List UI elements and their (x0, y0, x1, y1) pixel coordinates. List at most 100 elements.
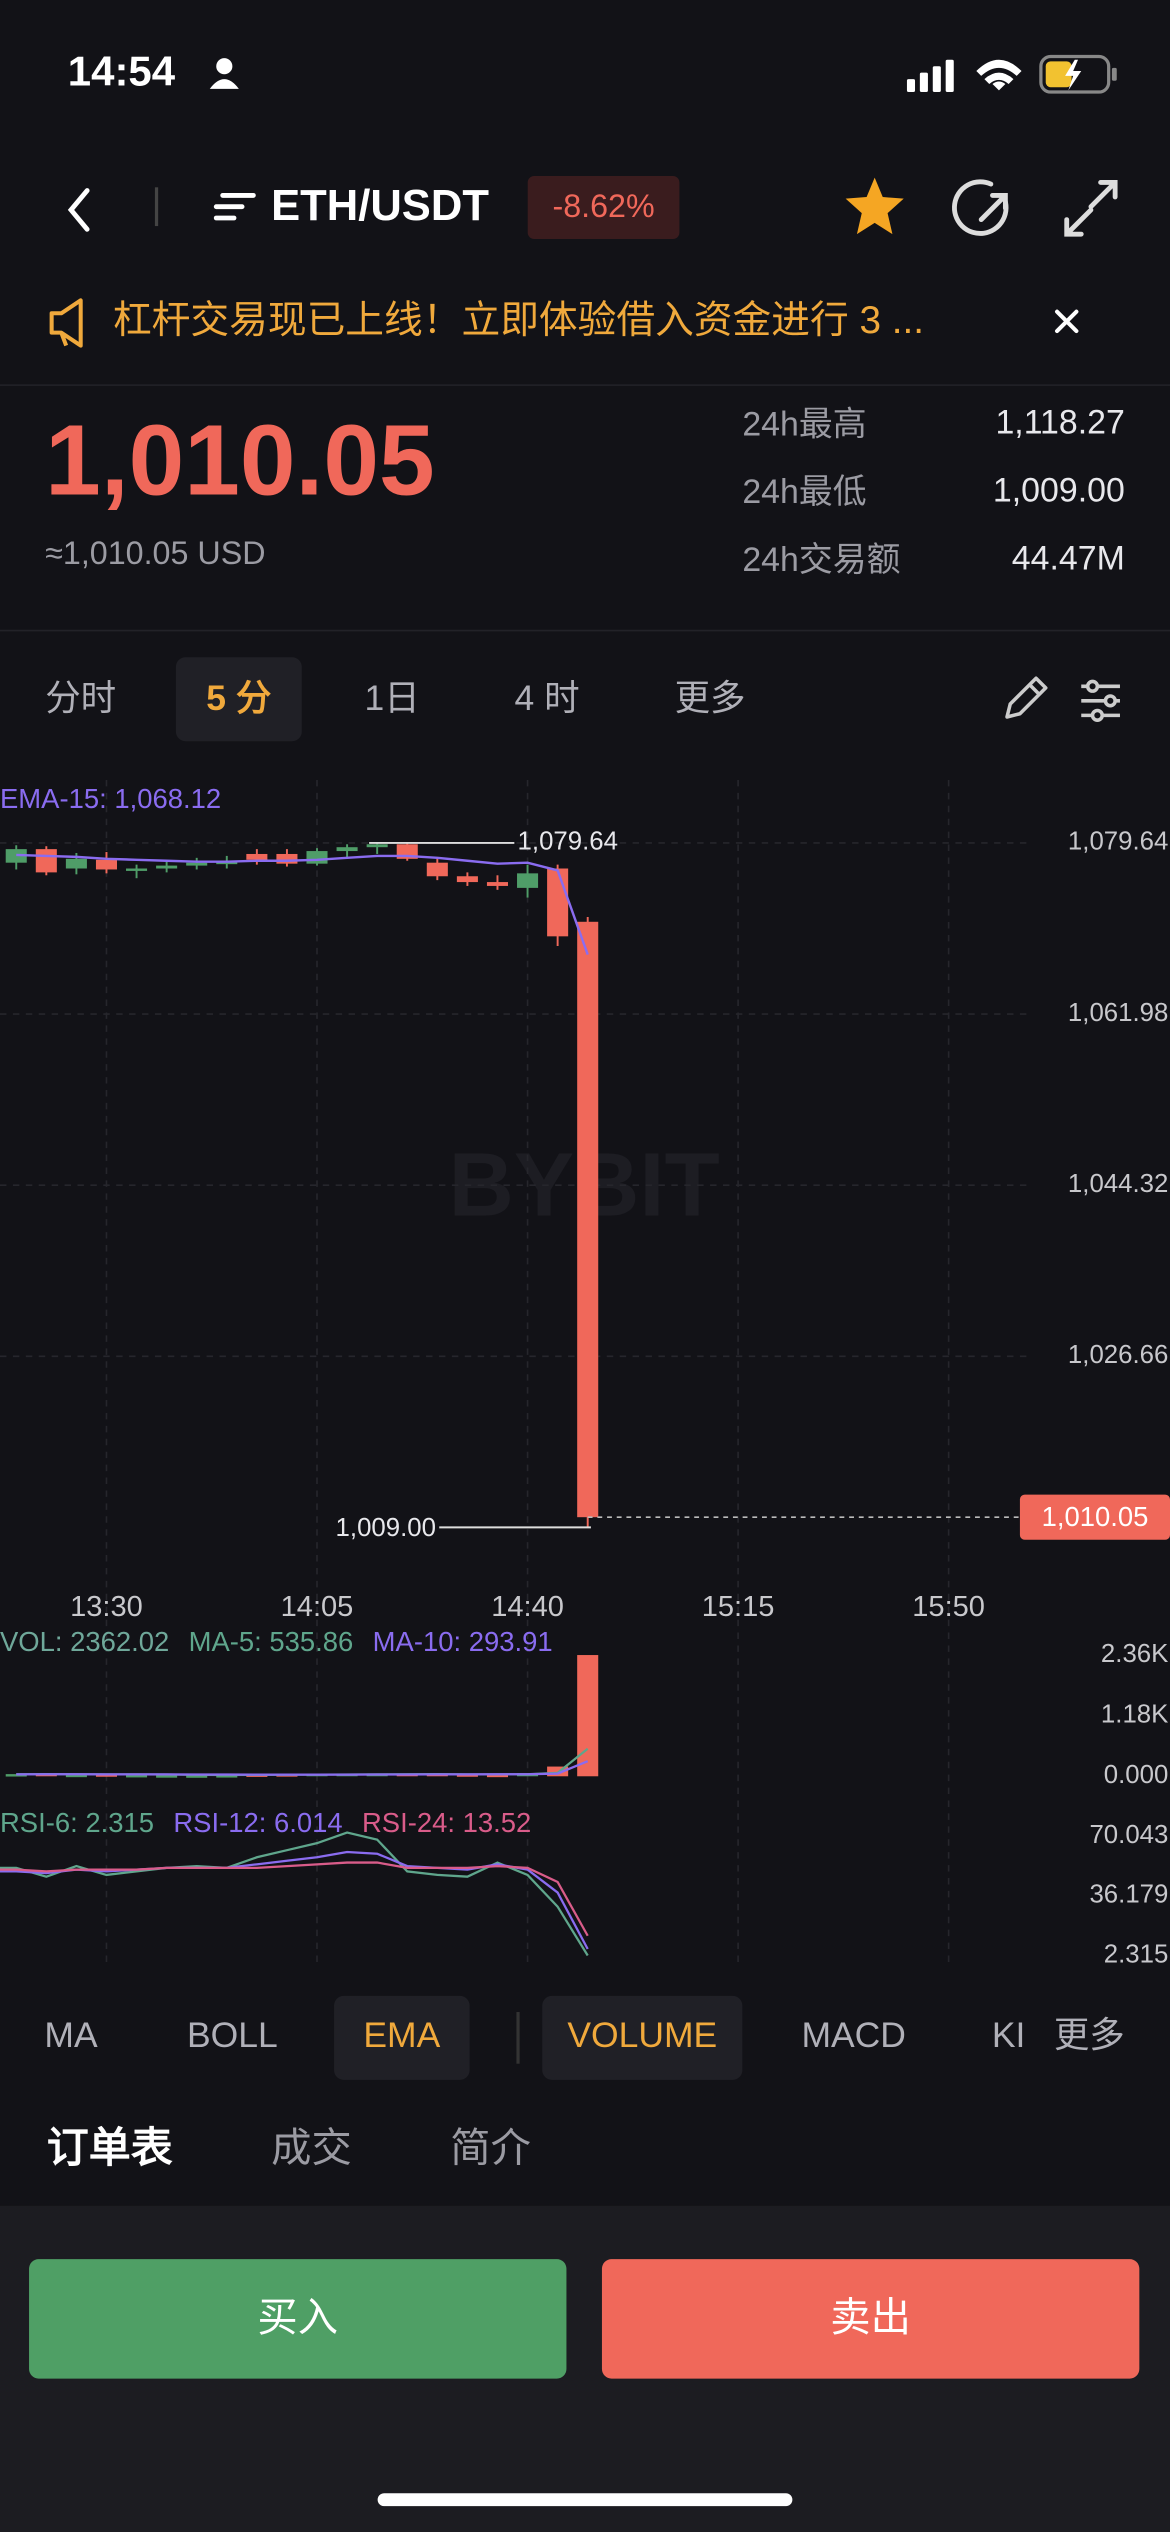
candle-body (35, 849, 57, 873)
interval-tab[interactable]: 4 时 (515, 678, 580, 718)
candle-body (456, 876, 478, 883)
stat-label: 24h最高 (742, 405, 866, 443)
settings-icon[interactable] (1081, 679, 1120, 722)
x-tick-label: 15:50 (912, 1591, 985, 1623)
last-price-label: 1,010.05 (1042, 1501, 1149, 1532)
indicator-legend: RSI-6: 2.315 (0, 1807, 154, 1838)
interval-tab[interactable]: 分时 (45, 678, 116, 718)
last-price: 1,010.05 (45, 405, 434, 517)
tab-highlight (175, 657, 302, 742)
y-tick-label: 2.36K (1101, 1640, 1168, 1668)
volume-bar (186, 1775, 208, 1778)
ema-legend: EMA-15: 1,068.12 (0, 783, 221, 814)
candle-body (306, 851, 328, 864)
candle-body (65, 858, 87, 869)
y-tick-label: 1.18K (1101, 1701, 1168, 1729)
volume-ma-line (16, 1760, 589, 1776)
volume-bar (5, 1774, 27, 1777)
usd-price: ≈1,010.05 USD (45, 535, 265, 571)
annotation-label: 1,009.00 (336, 1514, 436, 1542)
favorite-star[interactable] (845, 177, 904, 235)
last-price-tag (1019, 1494, 1170, 1540)
candle-body (156, 865, 178, 869)
indicator-tab[interactable]: BOLL (187, 2015, 278, 2055)
info-tab[interactable]: 简介 (450, 2125, 531, 2171)
y-tick-label: 1,026.66 (1068, 1341, 1168, 1369)
pair-name[interactable]: ETH/USDT (271, 182, 489, 230)
candle-body (95, 859, 117, 870)
buy-label[interactable]: 买入 (257, 2294, 338, 2340)
indicator-tab[interactable]: 更多 (1054, 2015, 1125, 2055)
tab-highlight (334, 1995, 470, 2080)
banner-close[interactable] (1055, 309, 1079, 334)
annotation-label: 1,079.64 (518, 828, 618, 856)
info-tab[interactable]: 成交 (271, 2125, 352, 2171)
sell-label[interactable]: 卖出 (830, 2294, 911, 2340)
interval-tab[interactable]: 更多 (675, 678, 746, 718)
draw-tool-icon[interactable] (1005, 676, 1048, 719)
volume-bar (126, 1774, 148, 1778)
volume-bar (216, 1775, 238, 1778)
y-tick-label: 36.179 (1089, 1881, 1168, 1909)
change-percent: -8.62% (552, 188, 654, 224)
candle-body (126, 868, 148, 871)
y-tick-label: 1,044.32 (1068, 1170, 1168, 1198)
volume-bar (65, 1774, 87, 1778)
volume-bar (577, 1655, 599, 1777)
x-tick-label: 13:30 (70, 1591, 143, 1623)
candle-body (276, 853, 298, 864)
tab-highlight (542, 1995, 743, 2080)
buy-button[interactable] (29, 2259, 567, 2379)
banner-text[interactable]: 杠杆交易现已上线！立即体验借入资金进行 3 ... (113, 299, 924, 342)
info-tab[interactable]: 订单表 (47, 2124, 173, 2171)
candle-body (426, 862, 448, 877)
status-icons (209, 54, 1117, 94)
candle-body (366, 844, 388, 848)
x-tick-label: 14:05 (281, 1591, 354, 1623)
indicator-tab[interactable]: MACD (801, 2015, 905, 2055)
change-badge (527, 176, 680, 239)
interval-tabs: 分时 5 分 1日 4 时 更多 (45, 657, 746, 742)
indicator-tab[interactable]: KI (992, 2015, 1026, 2055)
share-icon[interactable] (952, 179, 1009, 236)
stat-label: 24h最低 (742, 473, 866, 511)
rsi-line (0, 1861, 589, 1937)
candle-body (486, 882, 509, 886)
interval-tab[interactable]: 5 分 (206, 678, 272, 718)
candle-body (246, 853, 268, 860)
indicator-legend: RSI-12: 6.014 (173, 1807, 342, 1838)
candle-body (517, 873, 539, 888)
indicator-legend: MA-5: 535.86 (189, 1626, 354, 1657)
menu-icon[interactable] (213, 192, 256, 221)
y-tick-label: 1,079.64 (1068, 828, 1168, 856)
megaphone-icon (49, 298, 83, 348)
indicator-legend: MA-10: 293.91 (373, 1626, 553, 1657)
volume-bar (486, 1774, 509, 1778)
y-tick-label: 2.315 (1104, 1940, 1169, 1968)
candle-body (186, 862, 208, 866)
candle-body (336, 847, 358, 852)
indicator-legend: RSI-24: 13.52 (362, 1807, 531, 1838)
indicator-tab[interactable]: MA (44, 2015, 98, 2055)
indicator-tabs: MA BOLL EMA VOLUME MACD KI 更多 (44, 1995, 1125, 2080)
fullscreen-icon[interactable] (1064, 180, 1118, 237)
sell-button[interactable] (601, 2259, 1140, 2379)
ema-line (16, 853, 589, 955)
back-button[interactable] (67, 188, 90, 232)
candle-body (577, 921, 599, 1518)
y-tick-label: 70.043 (1089, 1821, 1168, 1849)
indicator-tab[interactable]: EMA (363, 2015, 440, 2055)
indicator-tab[interactable]: VOLUME (567, 2015, 717, 2055)
stat-label: 24h交易额 (742, 541, 900, 579)
status-time: 14:54 (68, 47, 176, 94)
volume-bar (95, 1774, 117, 1777)
stat-value: 44.47M (1012, 539, 1125, 577)
y-tick-label: 1,061.98 (1068, 999, 1168, 1027)
y-tick-label: 0.000 (1104, 1761, 1169, 1789)
home-indicator (377, 2493, 793, 2507)
candle-body (547, 868, 569, 937)
chart: BYBIT13:3014:0514:4015:1515:501,079.641,… (0, 779, 1170, 1968)
interval-tab[interactable]: 1日 (365, 678, 420, 718)
